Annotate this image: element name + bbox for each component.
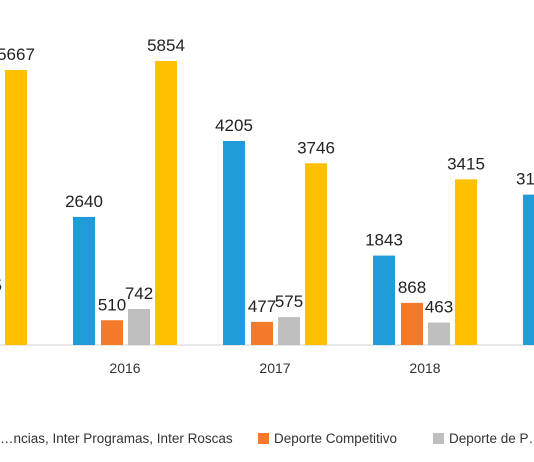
bar-s3-2018 (455, 179, 477, 345)
data-label-s2-2016: 742 (125, 284, 153, 303)
bar-s3-2016 (155, 61, 177, 345)
data-label-s0-2018: 1843 (365, 231, 403, 250)
bar-s1-2016 (101, 320, 123, 345)
legend-item-deporte-de-p: Deporte de P… (433, 428, 534, 448)
legend-item-deporte-competitivo: Deporte Competitivo (258, 428, 397, 448)
legend-label-deporte-de-p: Deporte de P… (449, 430, 534, 446)
bar-s1-2018 (401, 302, 423, 345)
bar-s0-edge-4 (523, 194, 534, 345)
data-label-s0-2016: 2640 (65, 192, 103, 211)
x-tick-2018: 2018 (409, 360, 440, 376)
bar-s3-2017 (305, 163, 327, 345)
data-label-s1-2018: 868 (398, 278, 426, 297)
labels-layer: 2640 4205 1843 31… 510 477 868 742 575 463 5667 585… (0, 36, 534, 317)
ticks-layer: 2016 2017 2018 (109, 360, 440, 376)
data-label-s2-2018: 463 (425, 298, 453, 317)
data-label-s2-2017: 575 (275, 292, 303, 311)
data-label-s0-edge-4: 31… (516, 170, 534, 189)
bar-s0-2017 (223, 140, 245, 345)
bar-s0-2018 (373, 255, 395, 345)
bar-s3-edge-0 (5, 70, 27, 346)
data-label-s3-2016: 5854 (147, 36, 185, 55)
data-label-s3-2018: 3415 (447, 154, 485, 173)
x-tick-2016: 2016 (109, 360, 140, 376)
bar-s2-2017 (278, 317, 300, 345)
data-label-left-edge: …5 (0, 276, 2, 295)
bar-s2-2018 (428, 322, 450, 345)
x-tick-2017: 2017 (259, 360, 290, 376)
bars-layer (5, 61, 534, 346)
bar-chart: 2640 4205 1843 31… 510 477 868 742 575 463 5667 585… (0, 36, 534, 376)
legend-label-inter-programas: …ncias, Inter Programas, Inter Roscas (0, 430, 233, 446)
legend-item-inter-programas: …ncias, Inter Programas, Inter Roscas (0, 428, 233, 448)
bar-s2-2016 (128, 309, 150, 345)
data-label-s0-2017: 4205 (215, 116, 253, 135)
bar-s0-2016 (73, 216, 95, 345)
legend-label-deporte-competitivo: Deporte Competitivo (274, 430, 398, 446)
data-label-s1-2016: 510 (98, 295, 126, 314)
data-label-s1-2017: 477 (248, 297, 276, 316)
legend-swatch-gray (433, 432, 444, 444)
data-label-s3-2017: 3746 (297, 138, 335, 157)
legend-swatch-orange (258, 432, 269, 444)
bar-s1-2017 (251, 321, 273, 345)
data-label-s3-edge-0: 5667 (0, 45, 35, 64)
legend: …ncias, Inter Programas, Inter Roscas De… (0, 428, 534, 450)
